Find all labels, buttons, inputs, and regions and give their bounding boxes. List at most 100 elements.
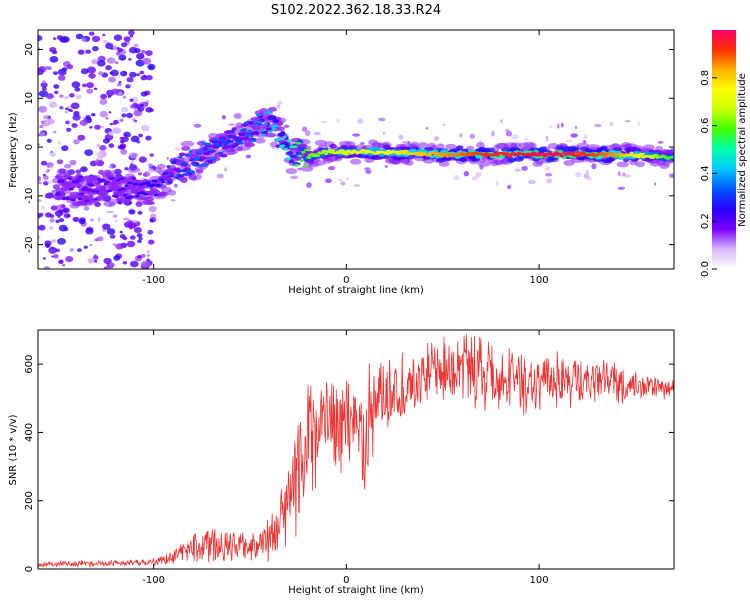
heatmap-ridge-cell: [85, 178, 92, 182]
heatmap-ridge-cell: [649, 156, 656, 159]
heatmap-ridge-cell: [299, 159, 304, 162]
heatmap-ridge-cell: [181, 146, 191, 151]
heatmap-speckle: [122, 261, 128, 265]
heatmap-speckle: [92, 46, 99, 52]
heatmap-speckle: [118, 54, 127, 61]
heatmap-speckle: [49, 166, 53, 169]
heatmap-ridge-cell: [195, 169, 204, 174]
heatmap-ridge-cell: [271, 127, 277, 130]
y-tick-label: 0: [24, 566, 35, 572]
heatmap-speckle: [83, 117, 87, 120]
heatmap-blob: [336, 118, 340, 123]
heatmap-speckle: [129, 34, 134, 38]
heatmap-speckle: [112, 127, 121, 134]
heatmap-ridge-cell: [431, 151, 436, 155]
heatmap-ridge-cell: [627, 153, 633, 157]
heatmap-speckle: [145, 135, 152, 141]
heatmap-ridge-cell: [113, 195, 120, 198]
heatmap-blob: [546, 178, 552, 184]
heatmap-speckle: [102, 223, 111, 230]
heatmap-blob: [586, 169, 589, 175]
heatmap-ridge-cell: [190, 170, 196, 174]
heatmap-speckle: [108, 165, 113, 169]
heatmap-ridge-cell: [507, 155, 513, 158]
heatmap-speckle: [118, 80, 122, 84]
heatmap-speckle: [59, 36, 68, 43]
heatmap-speckle: [147, 230, 154, 235]
heatmap-ridge-cell: [202, 151, 210, 156]
heatmap-ridge-cell: [169, 171, 175, 176]
heatmap-ridge-cell: [292, 145, 298, 148]
heatmap-ridge-cell: [164, 171, 169, 175]
snr-frame: [37, 329, 675, 570]
heatmap-speckle: [138, 54, 144, 58]
heatmap-ridge-cell: [201, 147, 205, 150]
heatmap-speckle: [145, 74, 153, 81]
heatmap-speckle: [88, 31, 95, 36]
heatmap-ridge-cell: [195, 156, 201, 160]
heatmap-speckle: [69, 248, 74, 252]
heatmap-blob: [41, 205, 46, 210]
heatmap-ridge-cell: [212, 138, 218, 141]
heatmap-speckle: [106, 228, 116, 235]
heatmap-speckle: [146, 250, 151, 254]
heatmap-blob: [528, 179, 536, 185]
heatmap-ridge-cell: [144, 181, 151, 185]
heatmap-ridge-cell: [166, 165, 171, 168]
heatmap-ridge-cell: [289, 154, 298, 158]
heatmap-speckle: [43, 181, 49, 186]
heatmap-blob: [514, 168, 522, 172]
heatmap-speckle: [134, 48, 141, 54]
heatmap-ridge-cell: [572, 154, 579, 157]
heatmap-speckle: [45, 212, 52, 218]
heatmap-speckle: [93, 238, 97, 242]
heatmap-speckle: [113, 34, 123, 41]
heatmap-blob: [510, 134, 519, 140]
heatmap-ridge-cell: [103, 201, 116, 207]
heatmap-speckle: [109, 122, 113, 126]
heatmap-blob: [560, 122, 564, 128]
heatmap-speckle: [55, 219, 60, 223]
heatmap-ridge-cell: [503, 152, 510, 155]
heatmap-ridge-cell: [405, 159, 414, 166]
heatmap-ridge-cell: [105, 180, 110, 184]
heatmap-ridge-cell: [82, 186, 88, 190]
heatmap-speckle: [147, 168, 154, 173]
heatmap-blob: [545, 172, 553, 177]
heatmap-speckle: [48, 247, 58, 254]
heatmap-ridge-cell: [300, 165, 314, 172]
heatmap-speckle: [87, 258, 95, 264]
heatmap-ridge-cell: [127, 181, 133, 185]
heatmap-blob: [174, 147, 181, 151]
heatmap-ridge-cell: [207, 148, 213, 152]
heatmap-ridge-cell: [402, 151, 407, 155]
heatmap-speckle: [40, 160, 48, 166]
heatmap-speckle: [100, 93, 108, 100]
heatmap-speckle: [46, 169, 50, 172]
heatmap-ridge-cell: [591, 152, 596, 156]
heatmap-blob: [353, 184, 361, 187]
heatmap-ridge-cell: [233, 136, 239, 139]
heatmap-speckle: [91, 113, 96, 117]
heatmap-speckle: [128, 84, 132, 87]
heatmap-ridge-cell: [233, 113, 242, 119]
heatmap-speckle: [49, 218, 55, 223]
heatmap-ridge-cell: [173, 159, 178, 162]
heatmap-blob: [544, 166, 551, 171]
heatmap-blob: [637, 120, 640, 127]
heatmap-speckle: [38, 105, 48, 113]
heatmap-blob: [463, 171, 469, 177]
heatmap-speckle: [49, 56, 59, 63]
colorbar-gradient: [712, 30, 736, 269]
heatmap-ridge-cell: [150, 183, 156, 187]
heatmap-speckle: [123, 131, 131, 138]
heatmap-ridge-cell: [403, 149, 409, 153]
heatmap-ridge-cell: [78, 192, 85, 196]
heatmap-blob: [401, 141, 409, 144]
heatmap-blob: [594, 123, 602, 128]
heatmap-ridge-cell: [562, 151, 566, 154]
heatmap-ridge-cell: [601, 152, 607, 156]
spectrogram-y-axis-label: Frequency (Hz): [8, 112, 19, 188]
heatmap-ridge-cell: [296, 143, 308, 149]
heatmap-ridge-cell: [71, 195, 78, 199]
